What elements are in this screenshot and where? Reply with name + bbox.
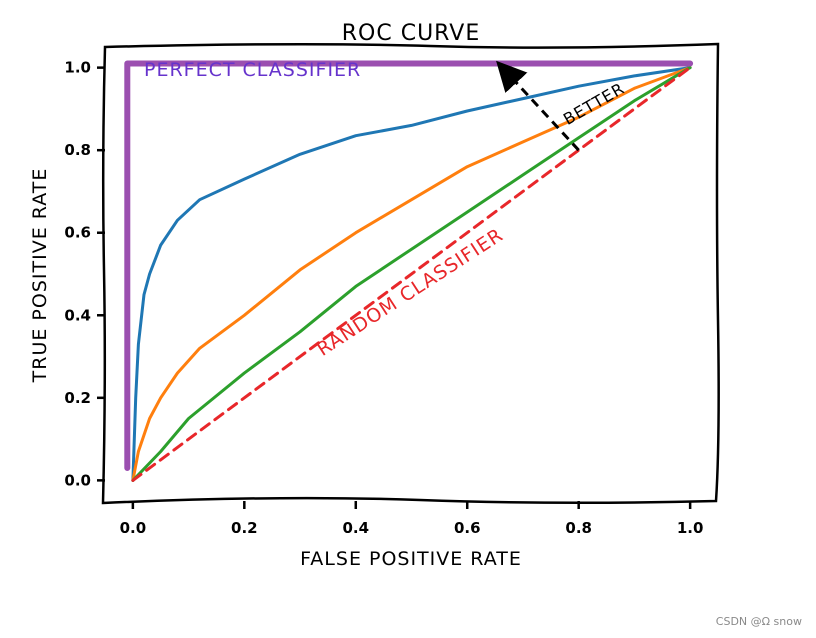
y-tick-label: 0.4 [64,306,91,324]
x-tick-label: 1.0 [677,519,704,537]
plot-frame [101,42,720,505]
x-tick-label: 0.4 [342,519,369,537]
y-axis-title: TRUE POSITIVE RATE [29,168,51,384]
x-tick-label: 0.0 [120,519,147,537]
x-axis-title: FALSE POSITIVE RATE [300,548,522,570]
series-line-2 [131,66,692,482]
better-arrow [496,60,580,152]
x-tick-label: 0.6 [454,519,481,537]
x-tick-label: 0.8 [565,519,592,537]
y-tick-label: 0.8 [64,141,91,159]
series-line-1 [131,66,692,482]
y-tick-label: 0.0 [64,471,91,489]
watermark: CSDN @Ω snow [715,615,802,628]
y-tick-label: 0.2 [64,389,91,407]
chart-title: ROC CURVE [342,21,480,46]
annotation-perfect-classifier: PERFECT CLASSIFIER [144,59,361,81]
series-line-3 [131,66,692,482]
series-line-5 [124,60,694,471]
x-tick-label: 0.2 [231,519,258,537]
y-tick-label: 1.0 [64,59,91,77]
series-line-4 [131,66,692,482]
y-tick-label: 0.6 [64,224,91,242]
annotation-random-classifier: RANDOM CLASSIFIER [313,224,507,361]
